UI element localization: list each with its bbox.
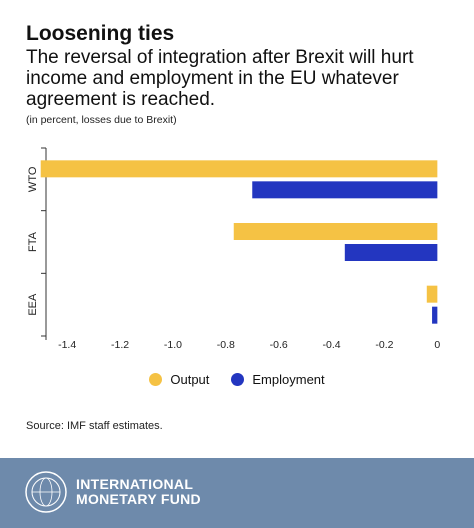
bar-chart: WTO FTA EEA -1.4 -1.2 -1.0 -0.8 -0.6 -0.4 -0.2 0 — [27, 147, 440, 351]
source-note: Source: IMF staff estimates. — [26, 420, 163, 432]
output-swatch-icon — [149, 373, 163, 386]
category-label-eea: EEA — [27, 293, 39, 316]
chart-title: Loosening ties — [26, 22, 175, 45]
bar-output-fta — [233, 223, 438, 240]
bar-employment-fta — [344, 244, 438, 261]
x-tick-label: 0 — [434, 339, 440, 351]
legend: Output Employment — [0, 372, 474, 387]
bar-employment-eea — [432, 306, 438, 324]
legend-label-output: Output — [170, 372, 210, 387]
footer-banner: INTERNATIONAL MONETARY FUND — [0, 458, 474, 528]
imf-seal-icon — [25, 471, 67, 513]
x-tick-label: -1.2 — [111, 339, 129, 351]
header: Loosening ties The reversal of integrati… — [26, 22, 466, 127]
x-tick-label: -1.4 — [58, 339, 76, 351]
legend-item-output: Output — [149, 372, 209, 387]
org-name: INTERNATIONAL MONETARY FUND — [76, 477, 201, 507]
x-tick-label: -0.4 — [323, 339, 341, 351]
category-label-wto: WTO — [27, 166, 39, 192]
org-name-line2: MONETARY FUND — [76, 491, 201, 507]
category-label-fta: FTA — [27, 231, 39, 252]
bar-output-wto — [40, 160, 438, 178]
x-tick-label: -0.8 — [217, 339, 235, 351]
x-tick-label: -0.6 — [270, 339, 288, 351]
employment-swatch-icon — [231, 373, 245, 386]
bar-employment-wto — [252, 181, 438, 199]
x-tick-label: -1.0 — [164, 339, 182, 351]
legend-item-employment: Employment — [231, 372, 325, 387]
legend-label-employment: Employment — [252, 372, 325, 387]
bar-output-eea — [426, 285, 438, 303]
org-name-line1: INTERNATIONAL — [76, 476, 194, 492]
chart-note: (in percent, losses due to Brexit) — [26, 114, 177, 126]
x-tick-label: -0.2 — [375, 339, 393, 351]
chart-subtitle: The reversal of integration after Brexit… — [26, 47, 414, 110]
